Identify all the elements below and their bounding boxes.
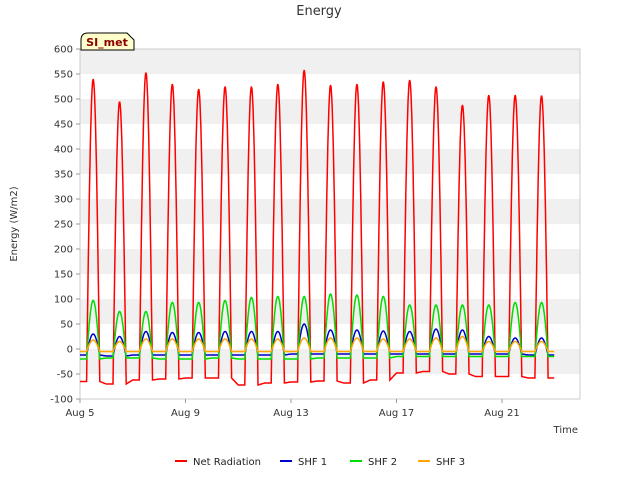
x-axis-title: Time	[553, 425, 578, 436]
y-tick-label: 550	[54, 70, 73, 81]
y-tick-label: 450	[54, 120, 73, 131]
y-axis: -100 -50 0 50 100 150 200 250 300 350 400 450 500 550…	[50, 45, 80, 406]
legend-label: SHF 3	[436, 457, 465, 468]
x-tick-label: Aug 9	[171, 408, 200, 419]
grid-band	[80, 299, 580, 324]
series-line-shf-1	[80, 323, 555, 357]
grid-band	[80, 249, 580, 274]
x-axis: Aug 5 Aug 9 Aug 13 Aug 17 Aug 21	[65, 399, 520, 419]
grid-band	[80, 199, 580, 224]
chart-title: Energy	[296, 4, 342, 19]
y-tick-label: -100	[50, 395, 73, 406]
grid-band	[80, 49, 580, 74]
series-line-net-radiation	[80, 69, 555, 387]
x-tick-label: Aug 21	[484, 408, 519, 419]
series-lines	[80, 69, 555, 387]
grid-band	[80, 99, 580, 124]
y-tick-label: 250	[54, 220, 73, 231]
y-tick-label: 300	[54, 195, 73, 206]
x-tick-label: Aug 13	[273, 408, 308, 419]
y-tick-label: 600	[54, 45, 73, 56]
x-tick-label: Aug 17	[379, 408, 414, 419]
y-tick-label: 400	[54, 145, 73, 156]
grid-bands	[80, 49, 580, 374]
y-tick-label: 200	[54, 245, 73, 256]
y-tick-label: 150	[54, 270, 73, 281]
legend-label: SHF 2	[368, 457, 397, 468]
series-line-shf-3	[80, 335, 555, 353]
legend: Net Radiation SHF 1 SHF 2 SHF 3	[175, 457, 465, 468]
y-tick-label: 0	[67, 345, 73, 356]
y-axis-title: Energy (W/m2)	[9, 186, 20, 261]
y-tick-label: 50	[60, 320, 73, 331]
y-tick-label: -50	[57, 370, 73, 381]
grid-band	[80, 149, 580, 174]
y-tick-label: 350	[54, 170, 73, 181]
site-tag-label: SI_met	[86, 36, 128, 49]
series-line-shf-2	[80, 292, 555, 360]
legend-label: SHF 1	[298, 457, 327, 468]
y-tick-label: 100	[54, 295, 73, 306]
y-tick-label: 500	[54, 95, 73, 106]
site-tag: SI_met	[80, 32, 135, 51]
x-tick-label: Aug 5	[65, 408, 94, 419]
legend-label: Net Radiation	[193, 457, 261, 468]
grid-band	[80, 349, 580, 374]
